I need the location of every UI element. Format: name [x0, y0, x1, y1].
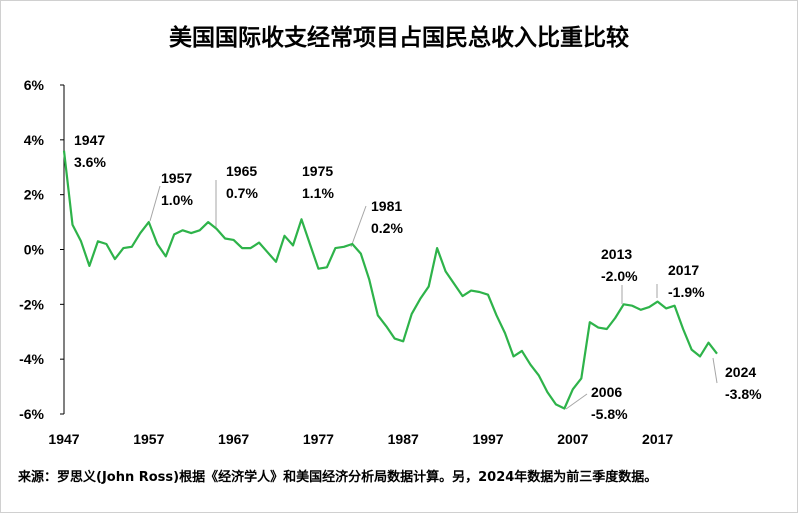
annotation-value-2006: -5.8%: [591, 406, 628, 422]
y-tick-label: -4%: [19, 351, 44, 367]
y-tick-label: 4%: [24, 132, 45, 148]
x-tick-label: 1997: [472, 431, 503, 447]
y-tick-label: 2%: [24, 187, 45, 203]
source-note: 来源：罗思义(John Ross)根据《经济学人》和美国经济分析局数据计算。另，…: [18, 470, 658, 485]
chart-title: 美国国际收支经常项目占国民总收入比重比较: [169, 24, 629, 51]
annotation-year-1965: 1965: [226, 163, 257, 179]
annotation-value-1965: 0.7%: [226, 185, 258, 201]
y-tick-label: -6%: [19, 406, 44, 422]
annotation-value-2017: -1.9%: [668, 284, 705, 300]
annotation-leader-line: [565, 393, 588, 410]
annotation-value-1957: 1.0%: [161, 192, 193, 208]
x-tick-label: 2017: [642, 431, 673, 447]
y-tick-label: -2%: [19, 296, 44, 312]
annotation-value-1975: 1.1%: [302, 185, 334, 201]
series-line: [62, 150, 718, 410]
x-tick-label: 1947: [48, 431, 79, 447]
x-tick-label: 2007: [557, 431, 588, 447]
annotation-year-2006: 2006: [591, 384, 622, 400]
annotation-year-2013: 2013: [601, 246, 632, 262]
annotation-year-1947: 1947: [74, 132, 105, 148]
x-tick-label: 1977: [303, 431, 334, 447]
annotation-leader-line: [350, 205, 367, 248]
x-tick-label: 1957: [133, 431, 164, 447]
annotation-value-2024: -3.8%: [725, 386, 762, 402]
x-tick-label: 1967: [218, 431, 249, 447]
annotation-value-1947: 3.6%: [74, 154, 106, 170]
y-tick-label: 6%: [24, 77, 45, 93]
annotation-value-1981: 0.2%: [371, 220, 403, 236]
annotation-leader-line: [149, 185, 161, 222]
annotation-value-2013: -2.0%: [601, 268, 638, 284]
x-tick-label: 1987: [388, 431, 419, 447]
annotation-year-2017: 2017: [668, 262, 699, 278]
annotation-year-1981: 1981: [371, 198, 402, 214]
annotation-year-1975: 1975: [302, 163, 333, 179]
y-tick-label: 0%: [24, 242, 45, 258]
annotation-leader-line: [712, 357, 718, 384]
annotation-year-1957: 1957: [161, 170, 192, 186]
annotation-year-2024: 2024: [725, 364, 756, 380]
